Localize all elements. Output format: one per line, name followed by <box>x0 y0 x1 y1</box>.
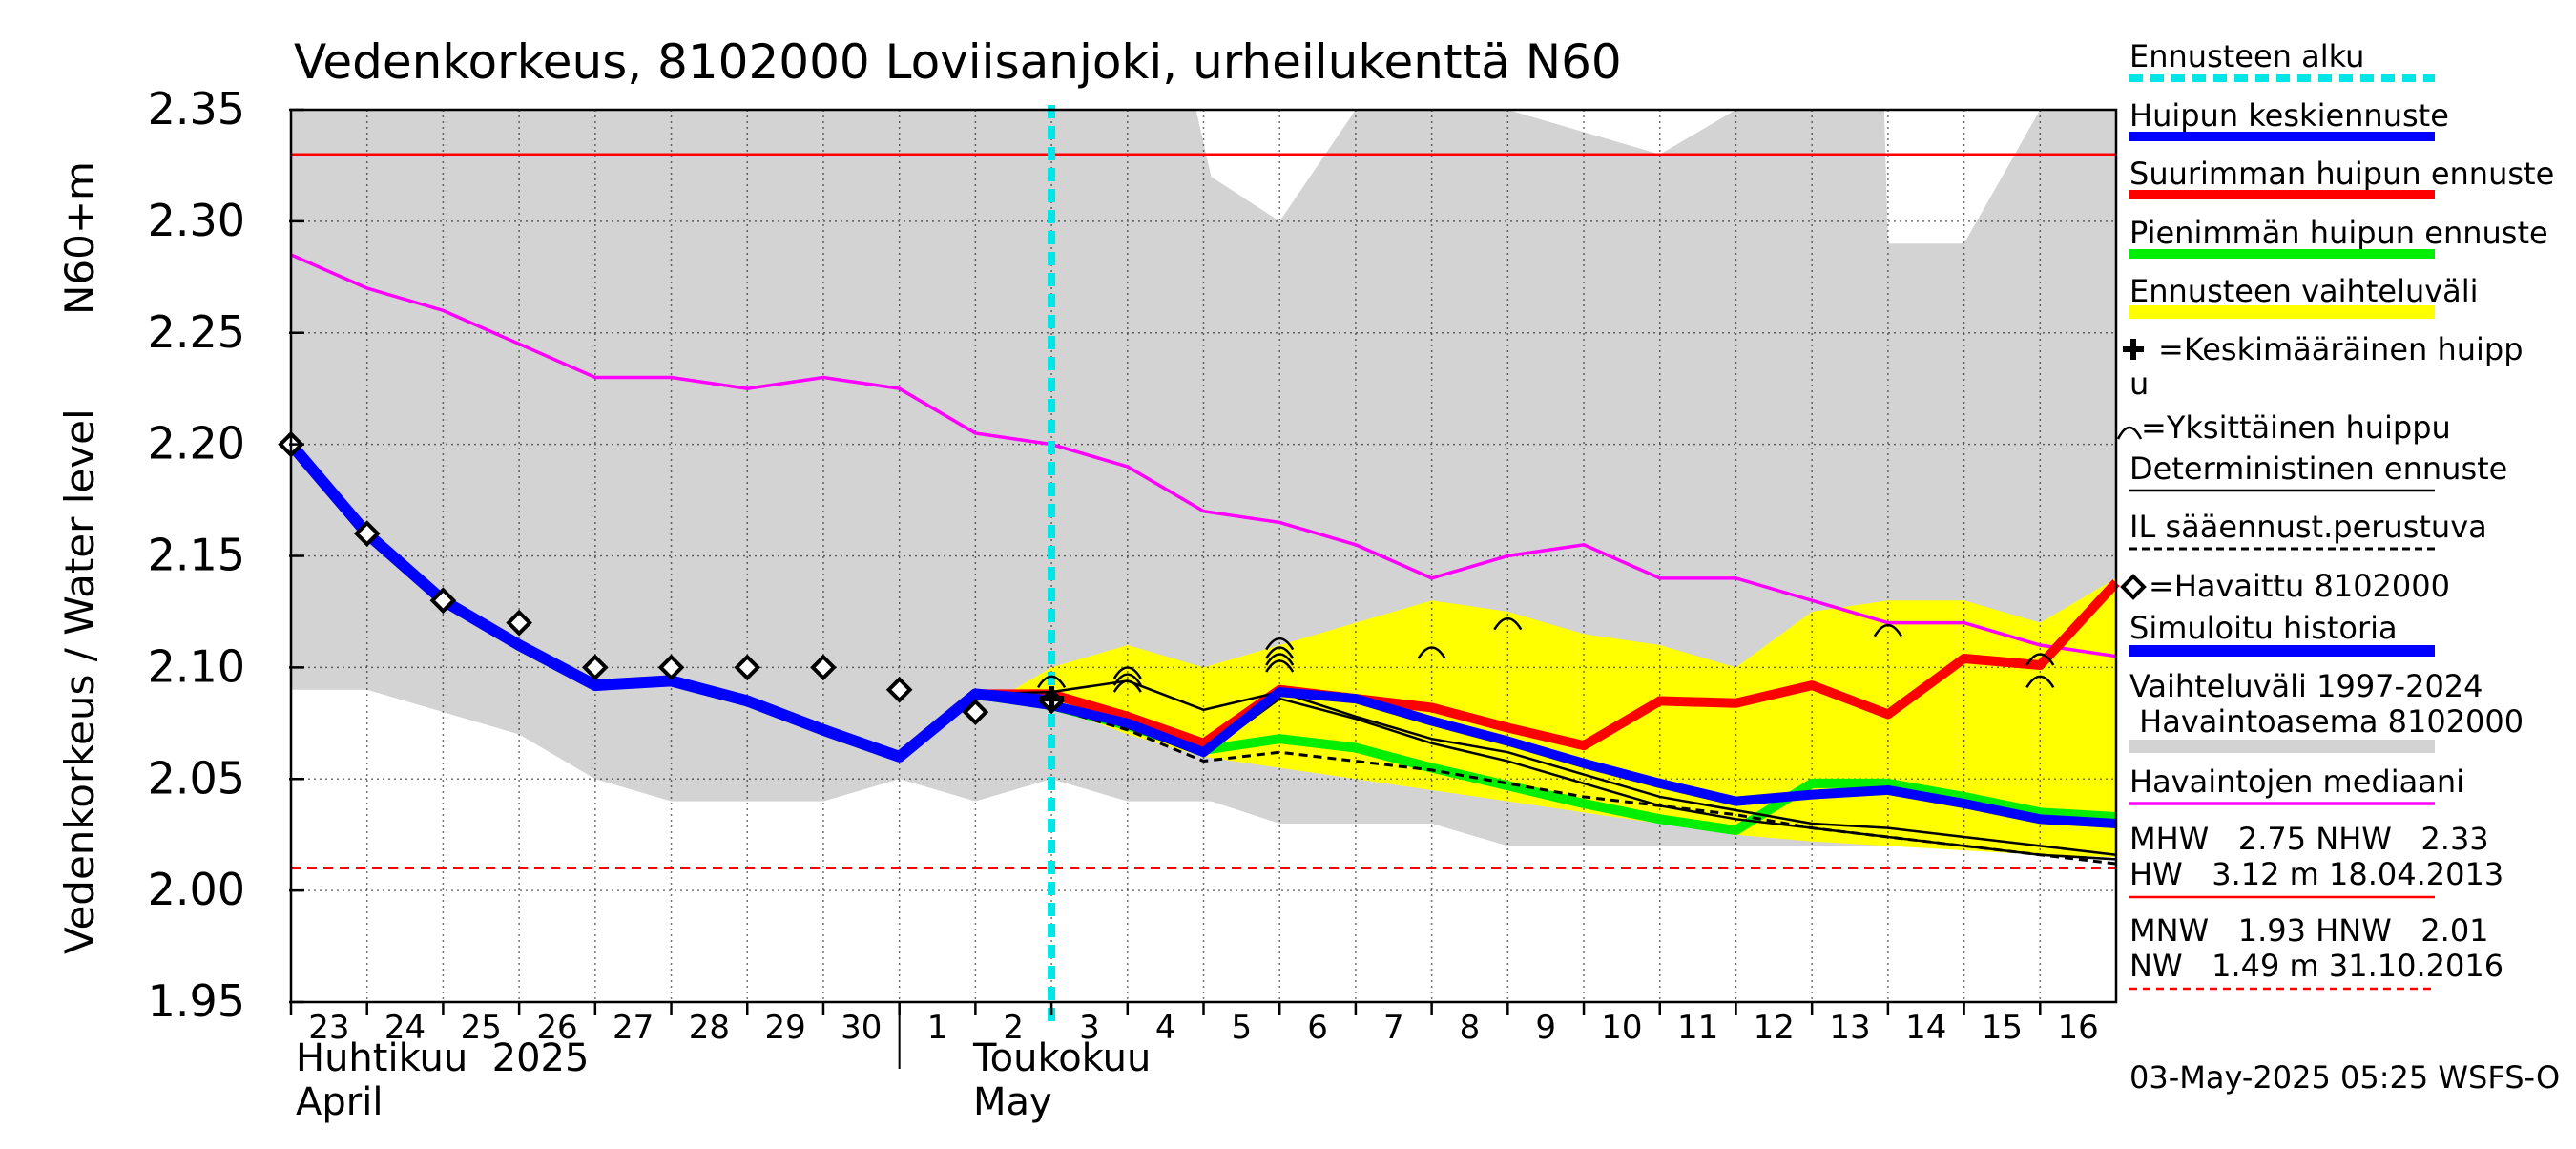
y-axis-label: Vedenkorkeus / Water level <box>56 408 103 954</box>
x-tick-label: 3 <box>1079 1009 1100 1047</box>
legend-symbol-cross <box>2123 339 2144 360</box>
month-label-april-fi: Huhtikuu 2025 <box>296 1036 589 1080</box>
y-tick-label: 2.05 <box>148 752 245 804</box>
chart-title: Vedenkorkeus, 8102000 Loviisanjoki, urhe… <box>294 34 1622 90</box>
observed-marker <box>429 587 457 615</box>
stats-mhw: MHW 2.75 NHW 2.33 <box>2129 821 2489 857</box>
x-tick-label: 16 <box>2058 1009 2099 1047</box>
x-tick-label: 23 <box>308 1009 349 1047</box>
legend-label-observed: =Havaittu 8102000 <box>2149 568 2450 604</box>
legend-label-simulated: Simuloitu historia <box>2129 610 2398 646</box>
legend-symbol-diamond <box>2120 574 2147 600</box>
x-tick-label: 2 <box>1003 1009 1024 1047</box>
x-tick-label: 10 <box>1601 1009 1642 1047</box>
x-tick-label: 30 <box>841 1009 882 1047</box>
y-tick-label: 1.95 <box>148 975 245 1027</box>
legend-label-min-peak: Pienimmän huipun ennuste <box>2129 215 2548 251</box>
x-tick-label: 9 <box>1535 1009 1556 1047</box>
x-tick-label: 28 <box>689 1009 730 1047</box>
y-tick-label: 2.10 <box>148 640 245 692</box>
reference-lines <box>291 153 2116 869</box>
single-peak-marker <box>1417 646 1446 659</box>
y-tick-label: 2.00 <box>148 864 245 915</box>
single-peak-marker <box>1265 653 1295 666</box>
single-peak-marker <box>2025 675 2055 689</box>
legend-label-forecast-range: Ennusteen vaihteluväli <box>2129 273 2479 309</box>
x-tick-label: 15 <box>1982 1009 2023 1047</box>
x-tick-label: 14 <box>1905 1009 1946 1047</box>
y-axis-unit: N60+m <box>56 161 103 315</box>
observed-marker <box>810 654 837 681</box>
il-forecast-line <box>1050 706 2117 866</box>
observed-marker <box>353 520 381 547</box>
single-peak-marker <box>1265 637 1295 651</box>
single-peak-marker <box>1112 666 1142 679</box>
legend-label-il-forecast: IL sääennust.perustuva <box>2129 509 2487 545</box>
x-tick-label: 26 <box>536 1009 577 1047</box>
x-tick-label: 4 <box>1155 1009 1176 1047</box>
legend-label-hist-station: Havaintoasema 8102000 <box>2129 703 2524 740</box>
legend-label-forecast-start: Ennusteen alku <box>2129 38 2364 74</box>
x-tick-label: 27 <box>613 1009 654 1047</box>
observed-marker <box>885 676 913 703</box>
y-tick-label: 2.35 <box>148 83 245 135</box>
y-tick-label: 2.20 <box>148 418 245 470</box>
x-tick-label: 6 <box>1307 1009 1328 1047</box>
x-tick-label: 1 <box>927 1009 948 1047</box>
single-peak-marker <box>1112 679 1142 693</box>
mean-peak-marker <box>1039 686 1065 712</box>
stats-mnw: MNW 1.93 HNW 2.01 <box>2129 912 2489 949</box>
observed-marker <box>657 654 685 681</box>
single-peak-marker <box>1265 646 1295 659</box>
single-peak-marker <box>1112 673 1142 686</box>
single-peak-marker <box>1493 616 1523 631</box>
max-peak-line <box>975 579 2120 751</box>
month-label-april-en: April <box>296 1080 383 1124</box>
y-tick-label: 2.30 <box>148 195 245 246</box>
x-tick-label: 25 <box>461 1009 502 1047</box>
mean-peak-line <box>974 687 2117 828</box>
y-tick-label: 2.25 <box>148 306 245 358</box>
x-tick-label: 29 <box>764 1009 805 1047</box>
y-tick-label: 2.15 <box>148 530 245 581</box>
month-label-may-en: May <box>973 1080 1052 1124</box>
single-peak-marker <box>1037 675 1067 689</box>
legend-label-average-peak-cont: u <box>2129 366 2149 402</box>
timestamp: 03-May-2025 05:25 WSFS-O <box>2129 1059 2560 1096</box>
data-markers <box>278 430 2055 725</box>
legend-label-hist-range: Vaihteluväli 1997-2024 <box>2129 668 2483 704</box>
deterministic-line <box>975 679 2117 856</box>
single-peak-marker <box>1873 623 1902 637</box>
series-lines <box>286 105 2120 1021</box>
legend-label-single-peak: =Yksittäinen huippu <box>2141 409 2451 446</box>
legend: Ennusteen alku Huipun keskiennuste Suuri… <box>2116 38 2554 991</box>
legend-label-median: Havaintojen mediaani <box>2129 763 2464 800</box>
stats-nw: NW 1.49 m 31.10.2016 <box>2129 948 2503 984</box>
x-tick-label: 13 <box>1829 1009 1870 1047</box>
month-label-may-fi: Toukokuu <box>972 1036 1151 1080</box>
observed-marker <box>962 699 989 725</box>
legend-label-deterministic: Deterministinen ennuste <box>2129 450 2507 487</box>
observed-marker <box>582 654 609 681</box>
legend-label-average-peak: =Keskimääräinen huipp <box>2158 331 2524 367</box>
x-tick-label: 7 <box>1383 1009 1404 1047</box>
legend-label-mean-peak: Huipun keskiennuste <box>2129 97 2449 134</box>
observed-marker <box>734 654 761 681</box>
stats-hw: HW 3.12 m 18.04.2013 <box>2129 856 2503 892</box>
observed-marker <box>506 609 532 637</box>
single-peak-marker <box>1265 659 1295 673</box>
x-tick-label: 8 <box>1460 1009 1481 1047</box>
x-tick-label: 12 <box>1754 1009 1795 1047</box>
x-tick-label: 24 <box>384 1009 426 1047</box>
legend-symbol-arc <box>2116 426 2143 440</box>
x-tick-label: 11 <box>1677 1009 1718 1047</box>
legend-label-max-peak: Suurimman huipun ennuste <box>2129 156 2554 192</box>
single-peak-marker <box>2025 653 2055 666</box>
median-line <box>290 253 2117 658</box>
x-tick-label: 5 <box>1232 1009 1253 1047</box>
simulated-history-line <box>286 440 1052 763</box>
